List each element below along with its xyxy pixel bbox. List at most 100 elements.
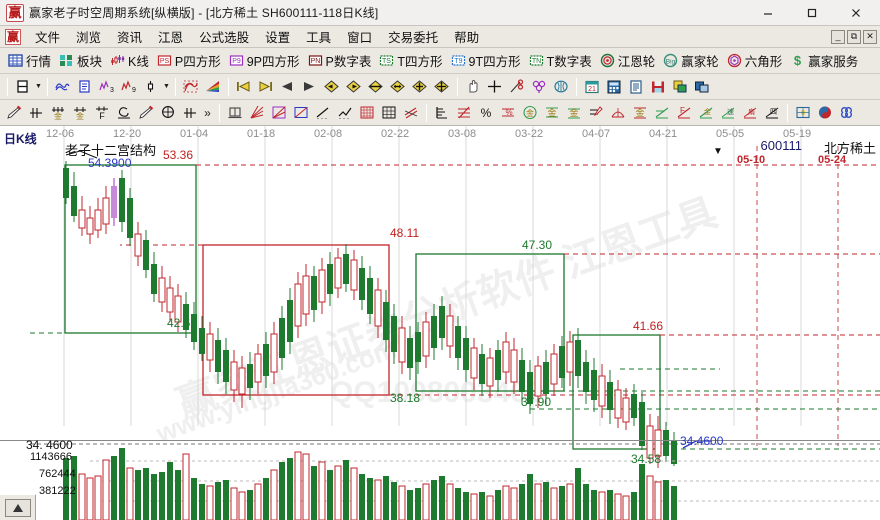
toolbar-button-9t-square[interactable]: T9 9T四方形: [447, 50, 525, 71]
parallel-icon[interactable]: [400, 102, 421, 123]
menu-item-tools[interactable]: 工具: [306, 31, 332, 45]
hand-icon[interactable]: [462, 76, 483, 97]
steps-icon[interactable]: [431, 102, 452, 123]
menu-item-window[interactable]: 窗口: [347, 31, 373, 45]
mdi-restore-button[interactable]: ⧉: [847, 29, 861, 44]
toolbar-button-sectors[interactable]: 板块: [55, 50, 106, 71]
mdi-minimize-button[interactable]: _: [831, 29, 845, 44]
more-chevron-icon[interactable]: »: [204, 105, 211, 120]
percent2-icon[interactable]: %: [497, 102, 518, 123]
toolbar-button-t-square[interactable]: TS T四方形: [375, 50, 446, 71]
dropdown-arrow-icon[interactable]: ▼: [35, 83, 42, 90]
toolbar-button-t-number-table[interactable]: TN T数字表: [525, 50, 596, 71]
gold3-icon[interactable]: 金: [629, 102, 650, 123]
prev-frame-icon[interactable]: [277, 76, 298, 97]
flower-icon[interactable]: [528, 76, 549, 97]
zoom-v-icon[interactable]: [409, 76, 430, 97]
toolbar-button-p-number-table[interactable]: PN P数字表: [304, 50, 376, 71]
menu-item-formula-stock-pick[interactable]: 公式选股: [199, 31, 250, 45]
toolbar-button-gann-wheel[interactable]: 江恩轮: [596, 50, 660, 71]
minimize-button[interactable]: [746, 1, 790, 25]
toolbar-button-p-square[interactable]: PS P四方形: [153, 50, 225, 71]
fork-line-icon[interactable]: [25, 102, 46, 123]
grid-yellow-icon[interactable]: [792, 102, 813, 123]
crosshair-icon[interactable]: [484, 76, 505, 97]
pen2-icon[interactable]: [135, 102, 156, 123]
close-button[interactable]: [834, 1, 878, 25]
first-frame-icon[interactable]: [233, 76, 254, 97]
angle-j-icon[interactable]: [651, 102, 672, 123]
circle-target-icon[interactable]: [157, 102, 178, 123]
export-icon[interactable]: [691, 76, 712, 97]
calendar-day-icon[interactable]: [12, 76, 33, 97]
trend-zig-icon[interactable]: [334, 102, 355, 123]
zoom-h-icon[interactable]: [365, 76, 386, 97]
box-diag-icon[interactable]: [290, 102, 311, 123]
down-triangle-marker[interactable]: ▼: [713, 146, 723, 157]
maximize-button[interactable]: [790, 1, 834, 25]
zoom-h2-icon[interactable]: [387, 76, 408, 97]
arc-red-icon[interactable]: [607, 102, 628, 123]
fork2-icon[interactable]: [179, 102, 200, 123]
menu-item-browse[interactable]: 浏览: [76, 31, 102, 45]
zoom-all-icon[interactable]: [431, 76, 452, 97]
menu-item-news[interactable]: 资讯: [117, 31, 143, 45]
gold2-icon[interactable]: 金: [563, 102, 584, 123]
save-icon[interactable]: [647, 76, 668, 97]
f-line-icon[interactable]: F: [91, 102, 112, 123]
volume-chart[interactable]: [0, 440, 880, 520]
brain-icon[interactable]: [550, 76, 571, 97]
grid-box-icon[interactable]: [378, 102, 399, 123]
toolbar-button-winner-wheel[interactable]: Big 赢家轮: [659, 50, 723, 71]
candlestick-chart[interactable]: [0, 126, 880, 506]
gold-circle-icon[interactable]: 金: [519, 102, 540, 123]
toolbar-button-hexagon[interactable]: 六角形: [723, 50, 787, 71]
expand-button[interactable]: [4, 498, 31, 517]
gann-gold-icon[interactable]: 金: [47, 102, 68, 123]
calendar21-icon[interactable]: 21: [581, 76, 602, 97]
wave3-icon[interactable]: 3: [96, 76, 117, 97]
copy-icon[interactable]: [669, 76, 690, 97]
frame-icon[interactable]: [224, 102, 245, 123]
angle-f-icon[interactable]: F: [673, 102, 694, 123]
trend-up-icon[interactable]: [312, 102, 333, 123]
angle-gold-icon[interactable]: 金: [695, 102, 716, 123]
pen-red-icon[interactable]: [3, 102, 24, 123]
menu-item-settings[interactable]: 设置: [265, 31, 291, 45]
menu-item-file[interactable]: 文件: [35, 31, 61, 45]
percent-fib-icon[interactable]: [453, 102, 474, 123]
chart-area[interactable]: 赢家江恩证券分析软件 江恩工具 www.yingjia360.com QQ100…: [0, 126, 880, 520]
toolbar-button-quotes[interactable]: 行情: [4, 50, 55, 71]
notepad-icon[interactable]: [625, 76, 646, 97]
status-corner-box[interactable]: [0, 494, 36, 520]
grid-dense-icon[interactable]: [356, 102, 377, 123]
gold-square-icon[interactable]: 金: [541, 102, 562, 123]
spectrum-fan-icon[interactable]: [202, 76, 223, 97]
menu-item-gann[interactable]: 江恩: [158, 31, 184, 45]
angle-chinese2-icon[interactable]: 扇: [739, 102, 760, 123]
gann-gold2-icon[interactable]: 金: [69, 102, 90, 123]
percent-icon[interactable]: %: [475, 102, 496, 123]
pen-gold-icon[interactable]: [585, 102, 606, 123]
clipboard-icon[interactable]: [74, 76, 95, 97]
candle-single-icon[interactable]: [140, 76, 161, 97]
fan-red-icon[interactable]: [246, 102, 267, 123]
infinity-icon[interactable]: [836, 102, 857, 123]
spiral-icon[interactable]: [113, 102, 134, 123]
pan-left-icon[interactable]: [321, 76, 342, 97]
last-frame-icon[interactable]: [255, 76, 276, 97]
calculator-icon[interactable]: [603, 76, 624, 97]
scribble-icon[interactable]: [52, 76, 73, 97]
angle-chinese1-icon[interactable]: 速: [717, 102, 738, 123]
pan-right-icon[interactable]: [343, 76, 364, 97]
yinyang-icon[interactable]: [814, 102, 835, 123]
toolbar-button-kline[interactable]: K线: [106, 50, 153, 71]
dropdown-arrow-icon[interactable]: ▼: [163, 83, 170, 90]
fan-box-icon[interactable]: [268, 102, 289, 123]
wave9-icon[interactable]: 9: [118, 76, 139, 97]
toolbar-button-9p-square[interactable]: P9 9P四方形: [225, 50, 304, 71]
menu-item-help[interactable]: 帮助: [454, 31, 480, 45]
angle-four-icon[interactable]: 四: [761, 102, 782, 123]
next-frame-icon[interactable]: [299, 76, 320, 97]
scissors-icon[interactable]: [506, 76, 527, 97]
